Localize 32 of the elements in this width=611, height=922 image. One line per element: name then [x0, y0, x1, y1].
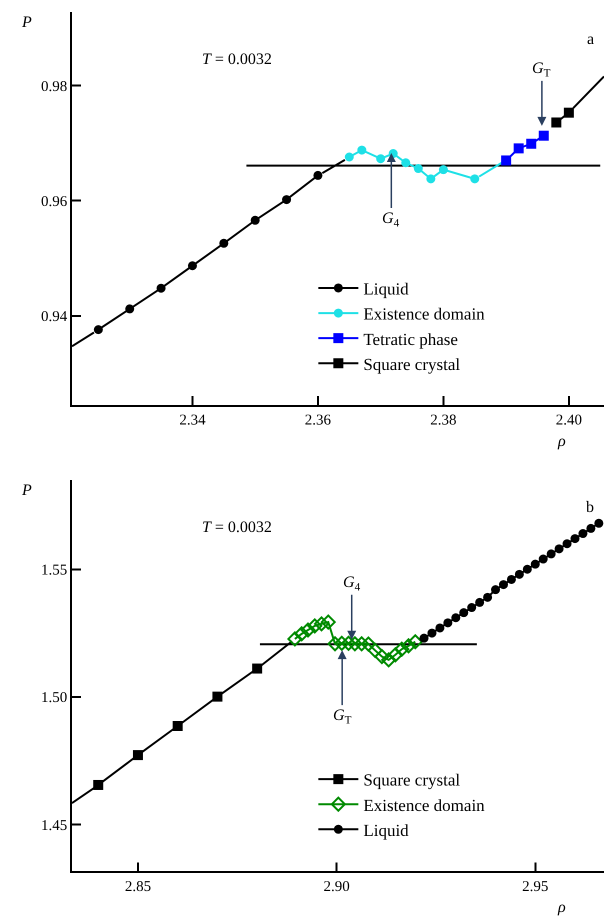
y-axis-title: P — [21, 482, 32, 499]
y-tick-label: 1.50 — [41, 690, 68, 706]
x-tick-label: 2.40 — [556, 412, 582, 429]
y-tick-label: 1.45 — [41, 818, 68, 834]
annotation: a — [587, 31, 594, 48]
annotation: G$_{4}$ — [343, 574, 361, 594]
legend-label: Existence domain — [363, 304, 486, 324]
legend-label: Existence domain — [363, 796, 486, 815]
x-axis-title: ρ — [557, 433, 566, 450]
annotation: G$_{4}$ — [382, 210, 400, 230]
legend-label: Liquid — [363, 280, 410, 299]
x-tick-label: 2.85 — [124, 878, 152, 895]
y-tick-label: 0.96 — [41, 194, 68, 210]
x-tick-label: 2.36 — [304, 412, 332, 429]
y-tick-label: 0.94 — [41, 309, 68, 326]
x-axis-title: ρ — [557, 899, 566, 916]
x-tick-label: 2.90 — [323, 878, 350, 895]
x-tick-label: 2.95 — [522, 878, 548, 895]
legend-label: Square crystal — [363, 354, 460, 374]
x-tick-label: 2.38 — [430, 412, 457, 429]
annotation: b — [586, 499, 594, 516]
legend-label: Square crystal — [363, 770, 460, 790]
y-axis-title: P — [21, 14, 32, 31]
legend-label: Tetratic phase — [363, 330, 458, 349]
annotation: G$_{T}$ — [532, 60, 551, 80]
annotation: T = 0.0032 — [202, 519, 272, 536]
y-tick-label: 1.55 — [41, 562, 68, 579]
annotation: T = 0.0032 — [202, 51, 272, 68]
x-tick-label: 2.34 — [179, 412, 206, 429]
legend-label: Liquid — [363, 820, 410, 840]
annotation: G$_{T}$ — [333, 707, 352, 726]
y-tick-label: 0.98 — [41, 78, 68, 95]
